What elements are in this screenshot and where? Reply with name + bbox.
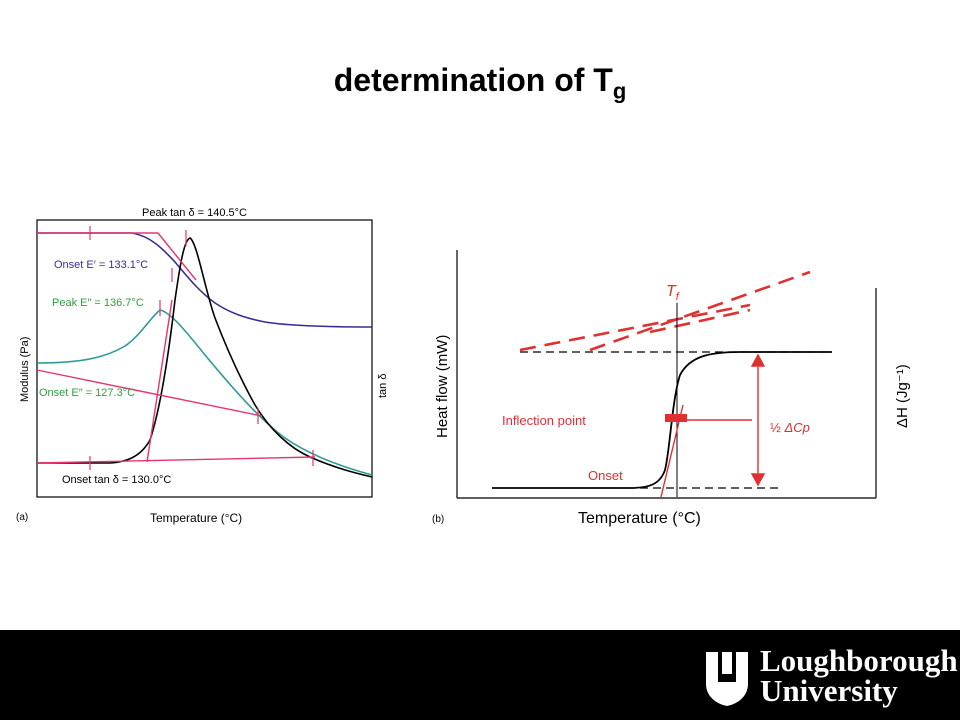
panel-a-y-axis-right-label: tan δ: [377, 374, 389, 398]
annotation-onset-tan-delta: Onset tan δ = 130.0°C: [62, 474, 171, 486]
panel-b-y-axis-right-label: ΔH (Jg⁻¹): [894, 364, 911, 428]
panel-a-x-axis-label: Temperature (°C): [150, 511, 242, 525]
annotation-onset-e-prime: Onset E′ = 133.1°C: [54, 259, 148, 271]
slide-title-main: determination of T: [333, 62, 613, 98]
curve-loss-modulus: [36, 309, 373, 476]
curve-storage-modulus: [37, 232, 373, 328]
inflection-point-label: Inflection point: [502, 413, 586, 428]
panel-a: Peak tan δ = 140.5°C Onset E′ = 133.1°C …: [16, 207, 389, 525]
footer-bar: Loughborough University: [0, 630, 960, 720]
tg-diagram: Peak tan δ = 140.5°C Onset E′ = 133.1°C …: [16, 207, 911, 527]
marker-ticks-a: [89, 226, 314, 470]
inflection-marker: [665, 414, 687, 422]
panel-b-label: (b): [432, 514, 444, 525]
panel-b-x-axis-label: Temperature (°C): [578, 510, 701, 527]
logo-line-1: Loughborough: [760, 643, 958, 678]
slide-title: determination of Tg: [0, 62, 960, 104]
university-shield-icon: [706, 652, 748, 706]
panel-b-y-axis-left-label: Heat flow (mW): [434, 335, 451, 438]
tangent-lines-a: [36, 232, 316, 464]
panel-b: Tf Inflection point Onset ½ ΔCp (b) Temp…: [432, 250, 911, 527]
university-logo-text: Loughborough University: [760, 643, 958, 708]
slide-title-subscript: g: [612, 78, 627, 104]
annotation-peak-e-double-prime: Peak E″ = 136.7°C: [52, 297, 144, 309]
annotation-onset-e-double-prime: Onset E″ = 127.3°C: [39, 387, 135, 399]
half-delta-cp-label: ½ ΔCp: [770, 420, 810, 435]
onset-label: Onset: [588, 468, 623, 483]
tf-label: Tf: [666, 283, 680, 303]
annotation-peak-tan-delta: Peak tan δ = 140.5°C: [142, 207, 247, 219]
logo-line-2: University: [760, 673, 898, 708]
panel-a-frame: [36, 219, 373, 498]
panel-a-y-axis-left-label: Modulus (Pa): [19, 337, 31, 402]
curve-tan-delta: [37, 237, 373, 478]
red-tangent-dashes: [519, 270, 811, 352]
panel-a-label: (a): [16, 512, 28, 523]
delta-cp-arrow: [750, 353, 766, 487]
